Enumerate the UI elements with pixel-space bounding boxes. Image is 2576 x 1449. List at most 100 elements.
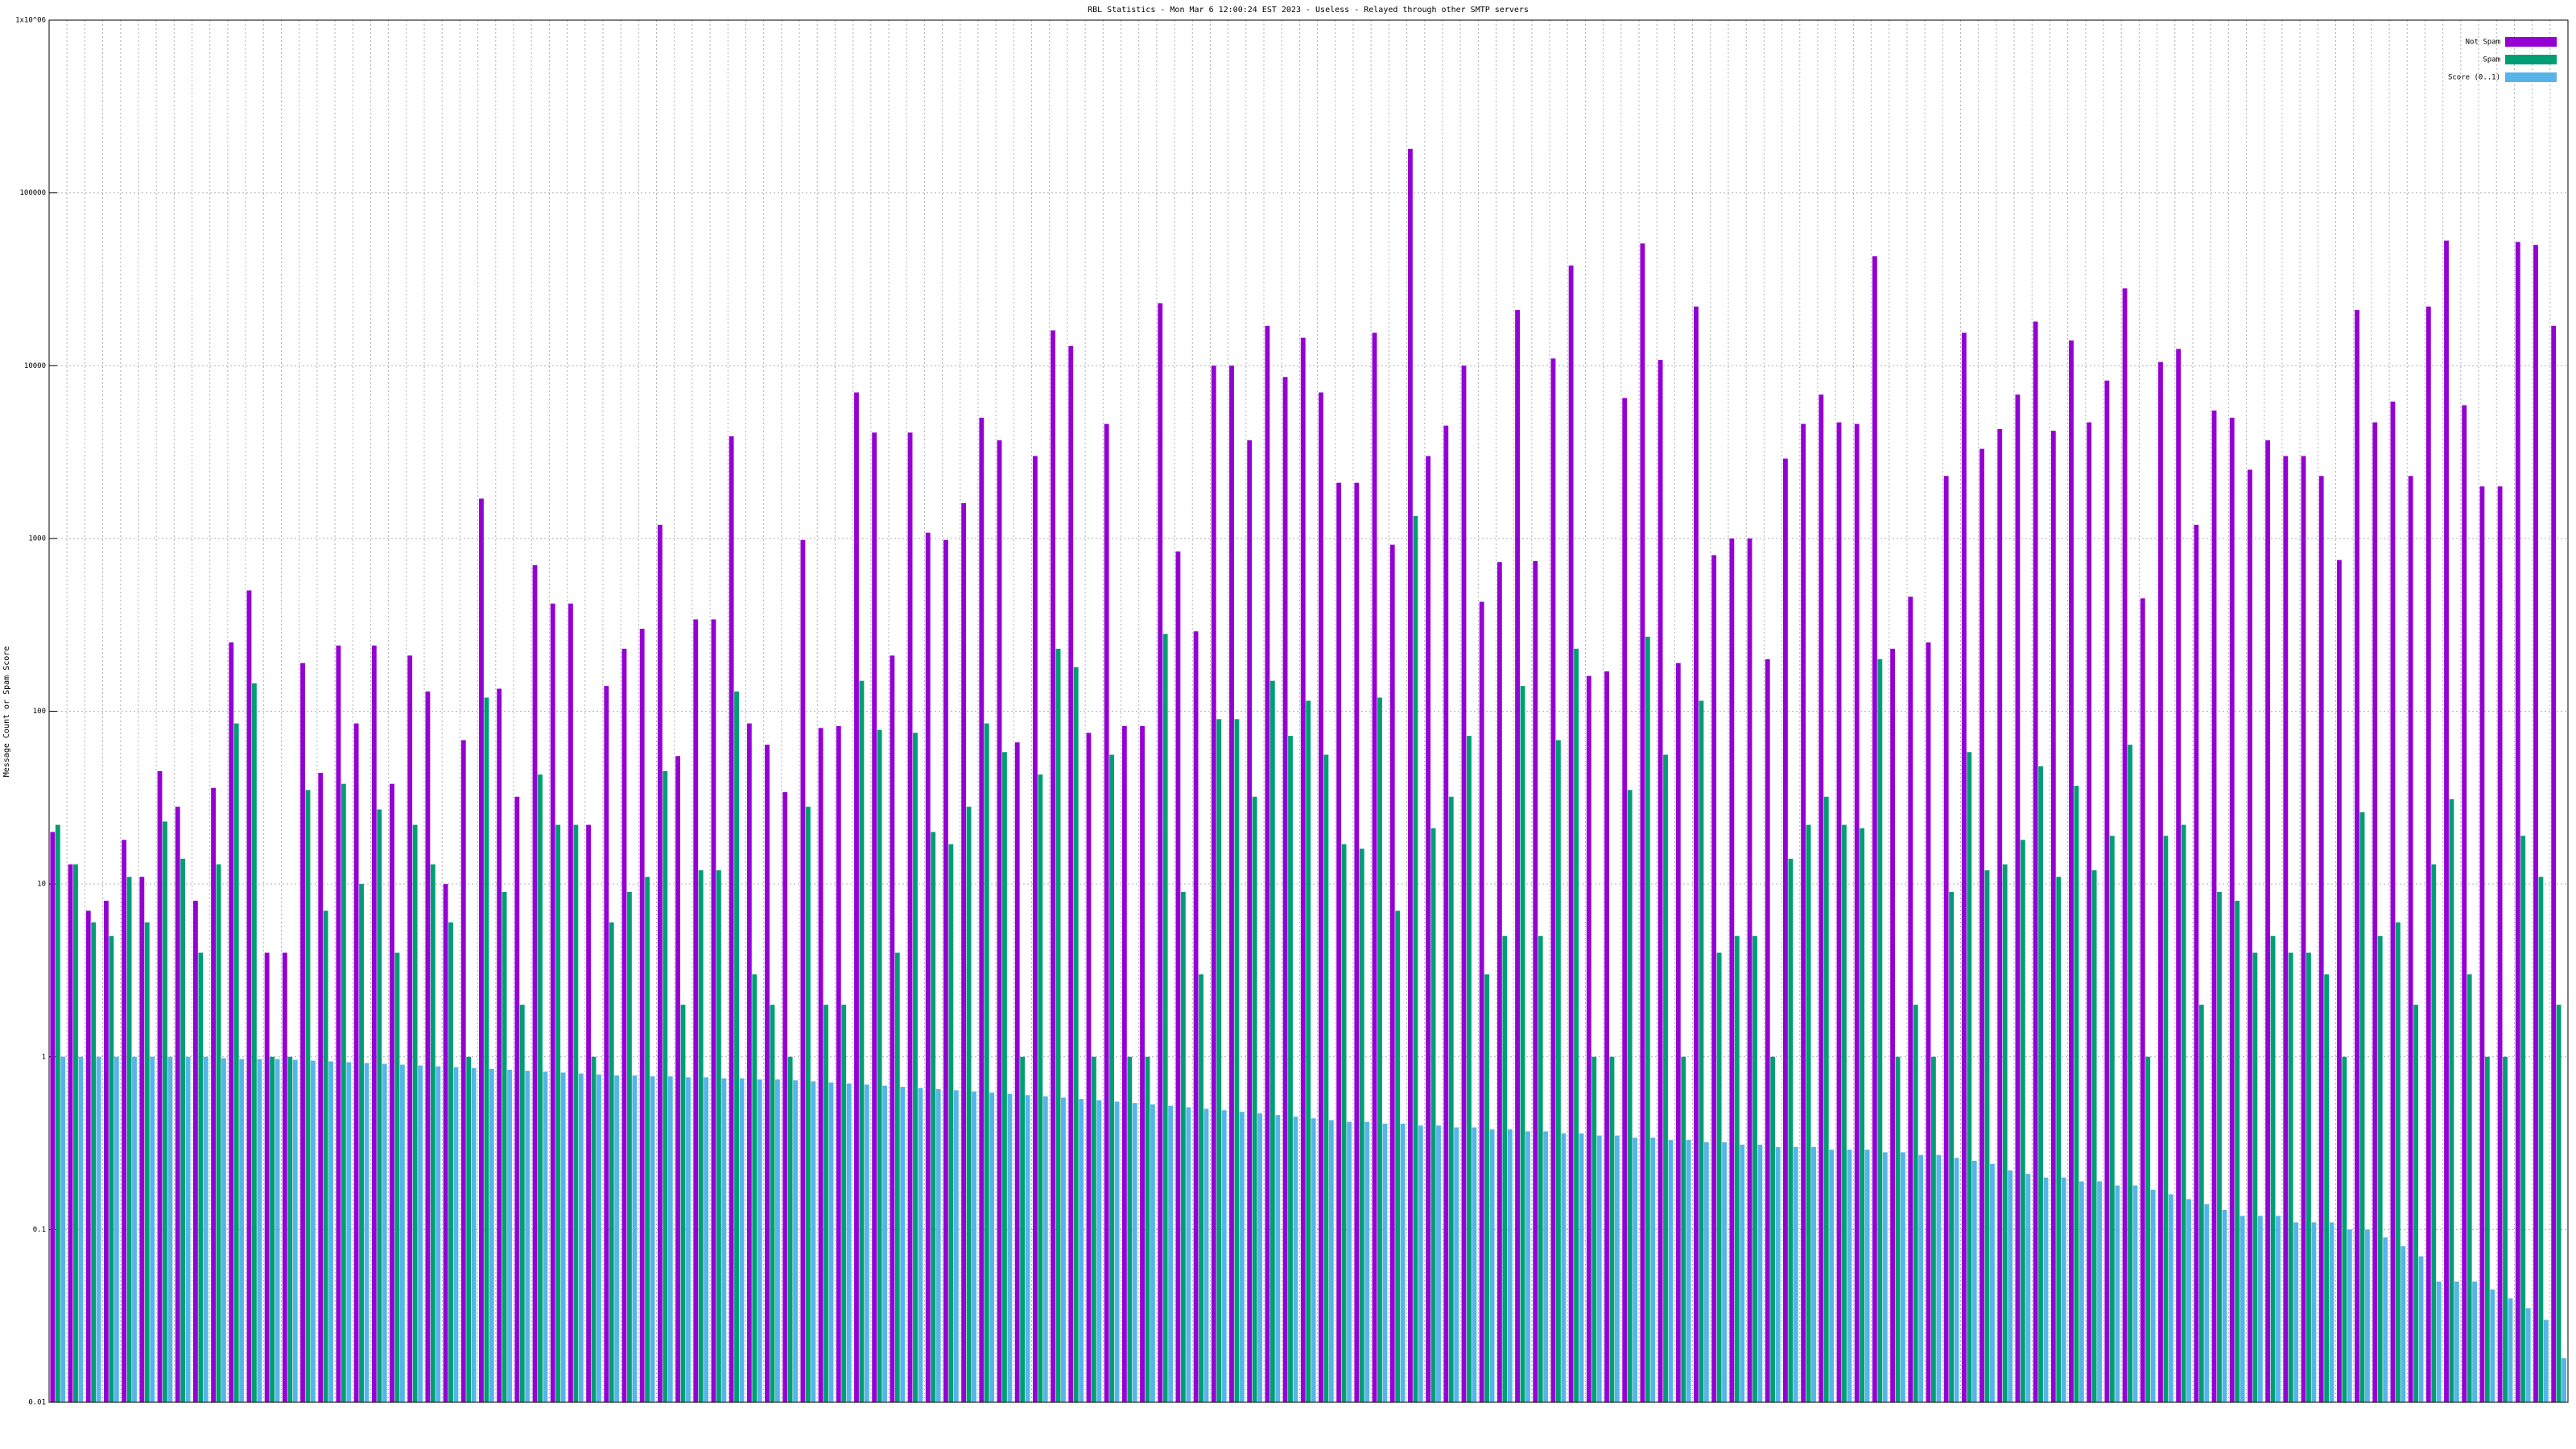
bar [757,1079,762,1402]
bar [793,1080,799,1402]
bar [2462,405,2467,1402]
bar [1002,752,1007,1402]
bar [2211,410,2217,1403]
bar [1788,858,1794,1402]
bar [1591,1056,1597,1402]
bar [323,910,328,1402]
bar [1561,1133,1567,1402]
bar [1520,686,1525,1402]
bar [787,1056,793,1402]
bar [2324,974,2330,1402]
bar [997,440,1002,1402]
bar [139,877,145,1402]
bar [1954,1158,1959,1402]
bar [2454,1281,2459,1402]
bar [1323,754,1329,1402]
bar [1515,310,1520,1402]
bar [1829,1150,1835,1402]
bar [2288,952,2293,1402]
bar [1854,423,1860,1402]
bar [78,1056,84,1402]
bar [859,680,865,1402]
bar [2056,877,2062,1402]
bar [1579,1133,1584,1402]
bar [150,1056,155,1402]
bar [2087,422,2092,1402]
bar [1454,1127,1459,1402]
bar [377,809,382,1402]
bar [251,683,257,1402]
bar [2020,840,2025,1402]
bar [2490,1289,2496,1402]
bar [1091,1056,1096,1402]
bar [1604,671,1609,1402]
bar [1341,844,1347,1402]
bar [497,688,502,1402]
bar [1801,423,1806,1402]
bar [1895,1056,1901,1402]
bar [532,565,538,1402]
bar [157,770,163,1402]
bar [1162,634,1168,1402]
bar [961,503,967,1403]
bar [1186,1107,1191,1402]
bar [907,432,913,1403]
bar [1930,1056,1936,1402]
bar [854,392,859,1402]
bar [1747,538,1752,1402]
bar [1430,828,1436,1402]
bar [2033,321,2038,1402]
bar [1426,456,1431,1402]
bar [2365,1229,2370,1402]
bar [2240,1216,2245,1402]
bar [1055,648,1061,1402]
bar [443,884,448,1402]
bar [55,824,60,1402]
bar [1533,560,1538,1402]
bar [1877,658,1883,1402]
bar [114,1056,119,1402]
bar [1127,1056,1133,1402]
bar [68,864,73,1402]
bar [270,1056,275,1402]
bar [1614,1135,1620,1402]
bar [765,745,770,1402]
bar [2413,1005,2418,1402]
bar [353,723,359,1402]
bar [698,870,704,1402]
bar [1479,601,1484,1402]
bar [364,1063,369,1402]
bar [614,1075,620,1402]
y-tick-label: 1x10^06 [15,17,46,25]
bar [471,1067,477,1402]
bar [2449,799,2454,1402]
bar [627,891,632,1402]
bar [2008,1170,2013,1402]
bar [2181,824,2186,1402]
bar [2551,325,2557,1402]
bar [1400,1123,1406,1402]
bar [2128,745,2132,1402]
bar [1686,1140,1691,1402]
bar [2533,245,2538,1403]
bar [2359,812,2365,1402]
bar [2252,952,2258,1402]
bar [1640,243,1645,1403]
bar [399,1064,405,1402]
bar [126,877,132,1402]
bar [1525,1131,1530,1402]
bar [953,1090,959,1402]
bar [2418,1256,2424,1402]
bar [1645,636,1650,1402]
bar [60,1056,66,1402]
bar [466,1056,472,1402]
bar [1389,544,1395,1403]
bar [292,1059,298,1402]
bar [1306,700,1311,1402]
bar [550,603,555,1402]
bar [2257,1216,2263,1402]
bar [1908,597,1913,1402]
bar [2074,786,2079,1402]
bar [1247,440,1253,1402]
